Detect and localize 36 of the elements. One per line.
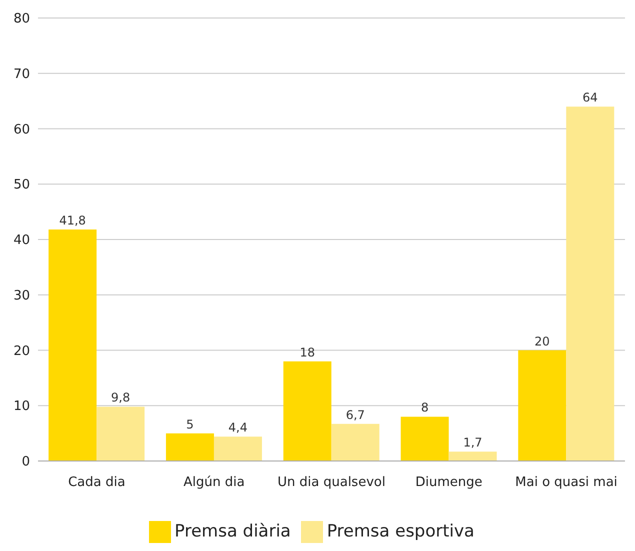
x-tick-label: Cada dia	[68, 475, 126, 490]
bar	[400, 416, 449, 461]
data-label: 1,7	[463, 436, 482, 450]
data-label: 9,8	[111, 390, 130, 405]
data-label: 20	[534, 334, 550, 348]
y-tick-label: 40	[13, 233, 30, 248]
x-tick-label: Algún dia	[184, 475, 245, 490]
data-label: 64	[582, 90, 598, 105]
y-tick-label: 0	[22, 454, 30, 470]
x-tick-label: Diumenge	[415, 475, 482, 490]
legend-label: Premsa esportiva	[326, 522, 474, 542]
y-tick-label: 50	[13, 178, 30, 193]
bar	[518, 350, 566, 461]
data-label: 41,8	[59, 214, 86, 228]
y-tick-label: 20	[13, 344, 30, 359]
bar	[214, 436, 262, 461]
bar	[48, 230, 97, 461]
y-tick-label: 70	[13, 66, 30, 82]
bar	[448, 452, 497, 461]
y-tick-label: 60	[13, 122, 30, 138]
y-tick-label: 10	[13, 399, 30, 414]
data-label: 6,7	[346, 408, 365, 422]
bar	[96, 406, 145, 461]
legend-label: Premsa diària	[174, 522, 291, 542]
data-label: 18	[300, 345, 316, 360]
data-label: 8	[420, 400, 429, 415]
bar	[283, 361, 332, 461]
bar	[566, 106, 614, 461]
bar	[331, 424, 380, 461]
x-tick-label: Un dia qualsevol	[278, 475, 386, 490]
y-tick-label: 80	[13, 12, 30, 27]
y-tick-label: 30	[13, 288, 30, 304]
data-label: 5	[186, 417, 194, 432]
bar	[166, 433, 214, 461]
data-label: 4,4	[228, 420, 248, 435]
x-tick-label: Mai o quasi mai	[515, 475, 618, 490]
